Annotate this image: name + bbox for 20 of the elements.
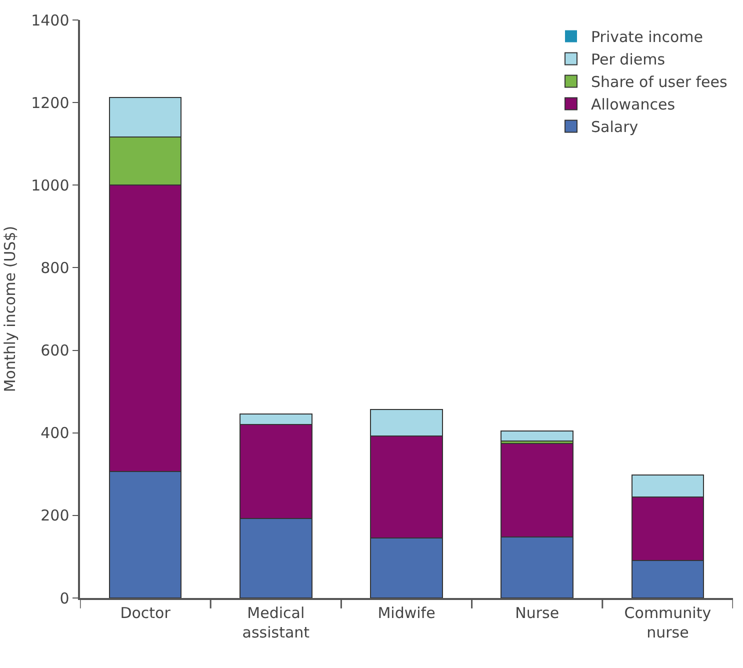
y-tick-label: 600	[40, 342, 70, 360]
legend-label: Share of user fees	[591, 73, 728, 92]
y-tick-label: 800	[40, 258, 70, 277]
x-tick-label: Community nurse	[624, 604, 712, 642]
x-tick-label: Medical assistant	[242, 604, 310, 642]
y-axis-title: Monthly income (US$)	[0, 226, 19, 392]
legend-label: Allowances	[591, 96, 676, 114]
x-tick-label: Nurse	[515, 604, 560, 622]
bar	[500, 430, 574, 442]
y-tick-label: 1000	[31, 176, 70, 194]
y-tick-label: 400	[40, 424, 70, 442]
legend-label: Private income	[591, 28, 704, 46]
y-tick-label: 0	[60, 589, 70, 608]
y-tick-label: 200	[40, 506, 70, 525]
x-tick-label: Midwife	[378, 604, 436, 622]
y-tick-label: 1200	[31, 94, 70, 112]
legend-label: Per diems	[591, 50, 666, 69]
y-tick-label: 1400	[31, 11, 70, 30]
legend-label: Salary	[591, 118, 638, 136]
x-tick-label: Doctor	[120, 604, 172, 622]
